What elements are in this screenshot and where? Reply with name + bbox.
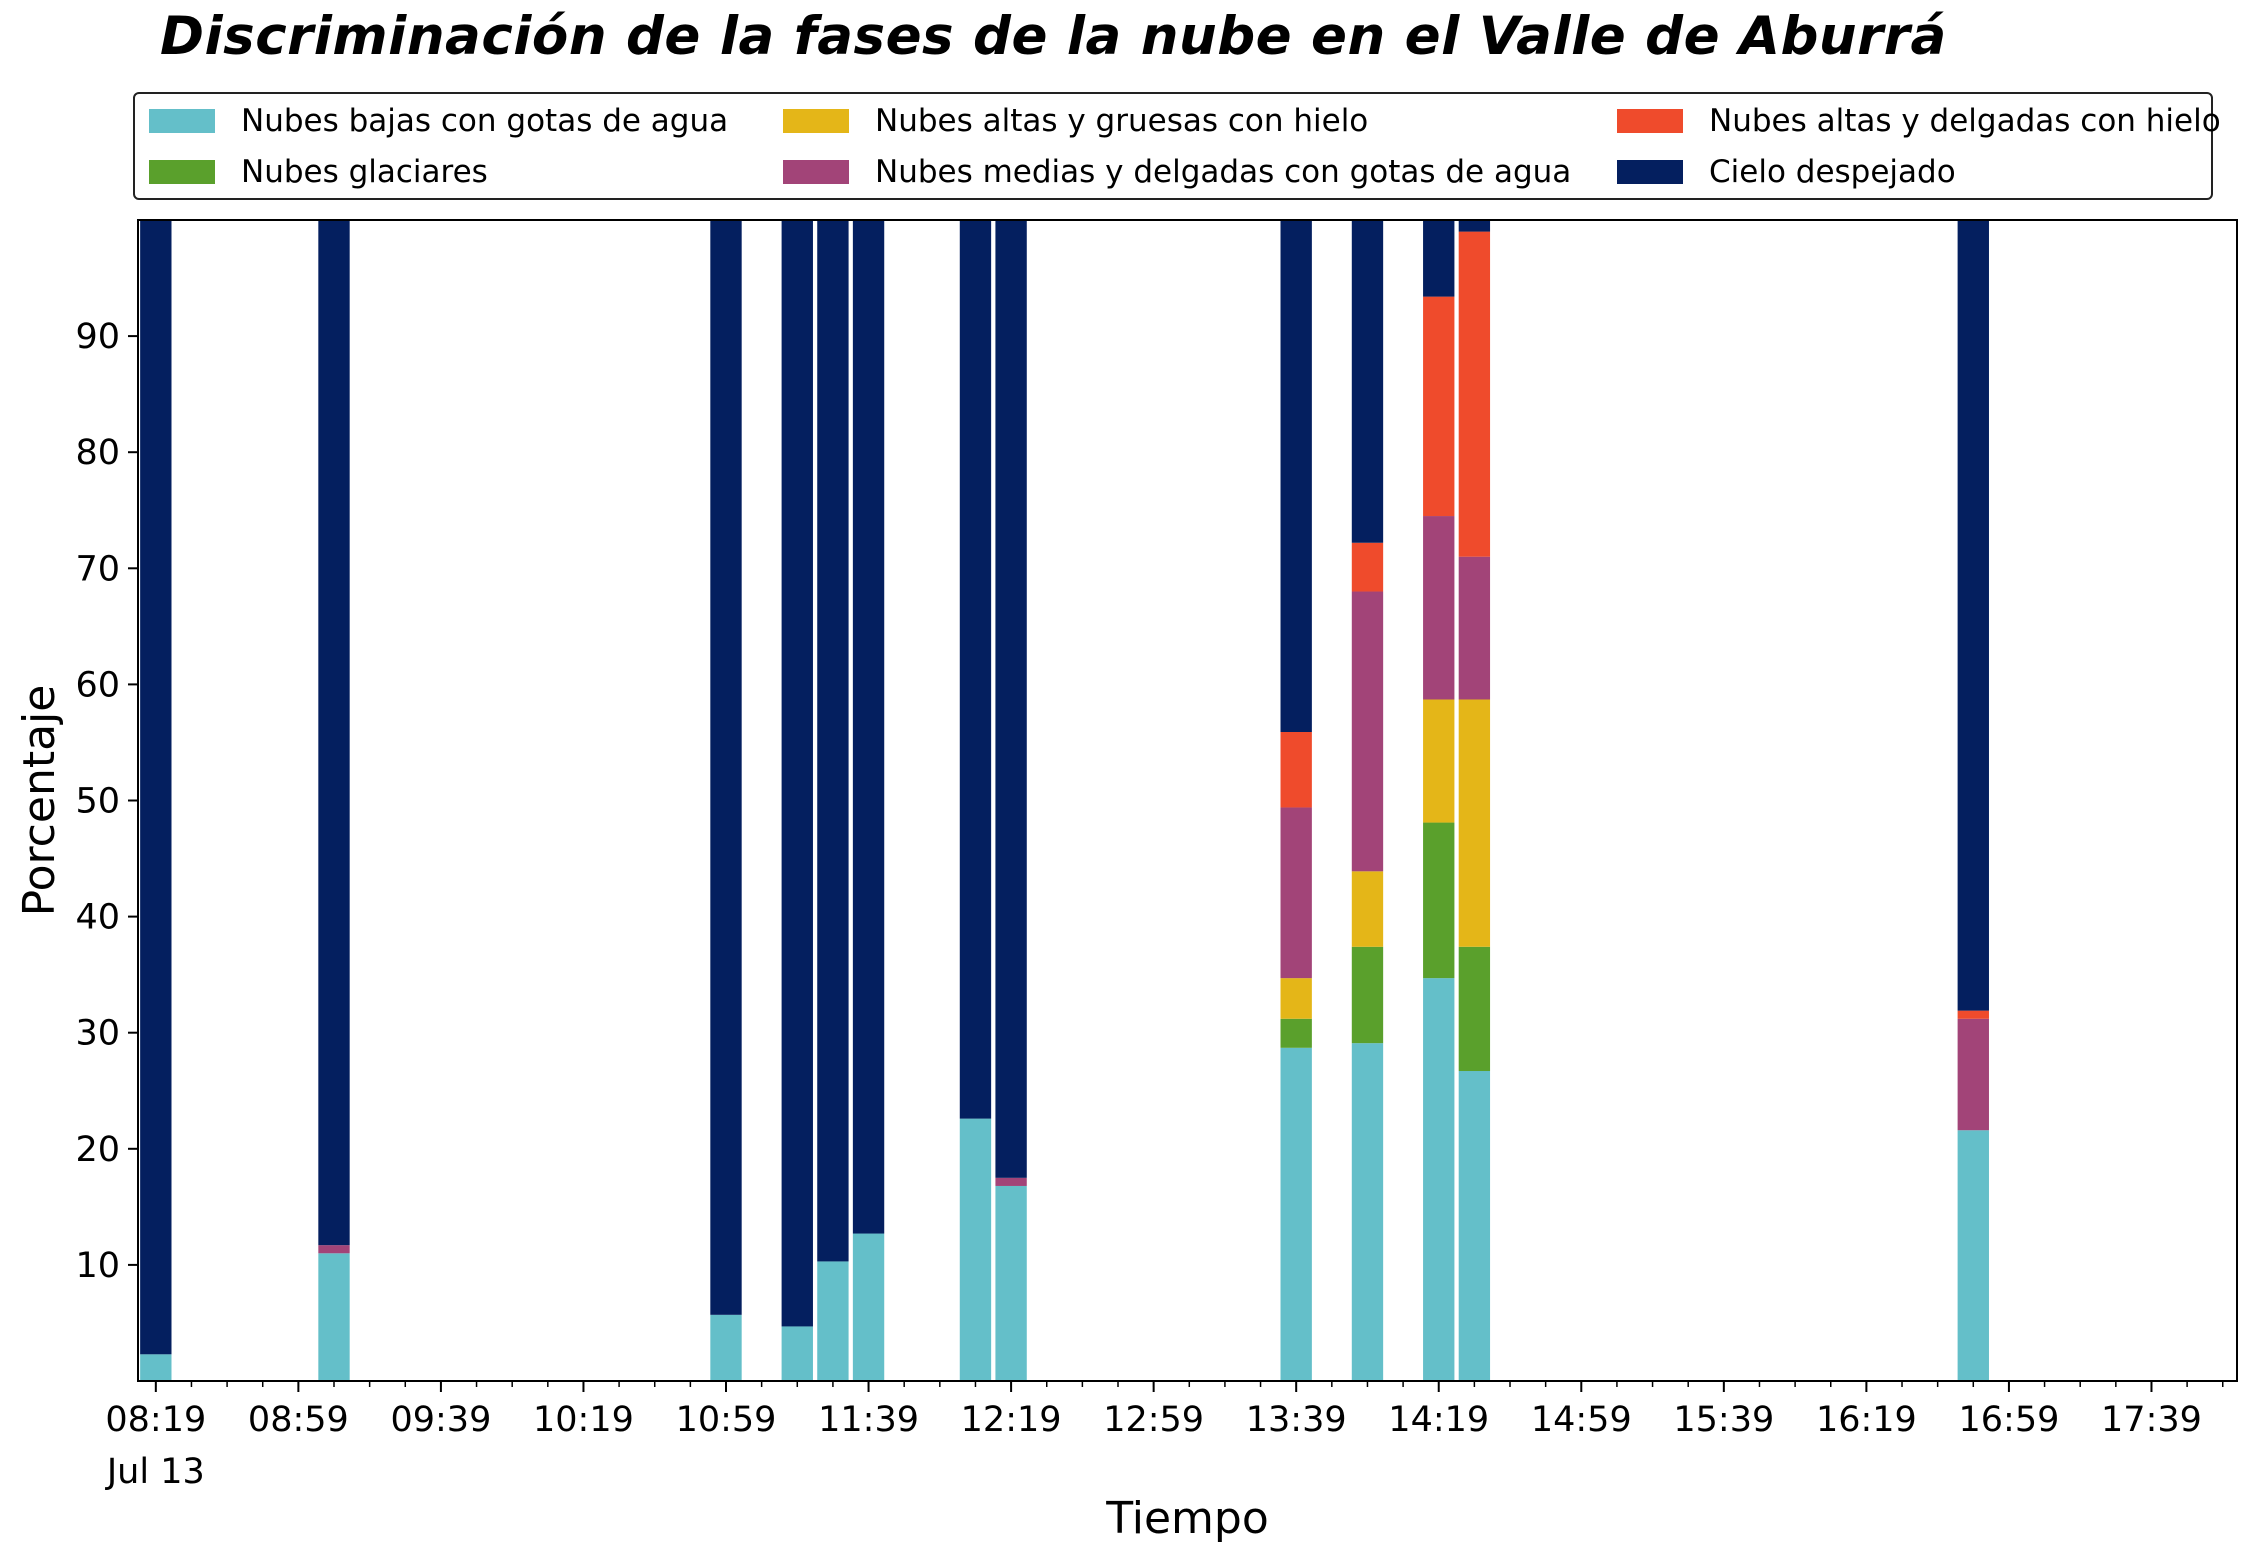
x-tick-label-5: 11:39 (818, 1400, 919, 1440)
bar-6-segment-5 (959, 220, 992, 1119)
legend-item-altas-delgadas: Nubes altas y delgadas con hielo (1617, 101, 2221, 141)
chart-legend: Nubes bajas con gotas de agua Nubes glac… (133, 92, 2221, 200)
x-tick-label-7: 12:59 (1103, 1400, 1204, 1440)
legend-label-despejado: Cielo despejado (1709, 154, 1956, 190)
x-tick-label-12: 16:19 (1816, 1400, 1917, 1440)
y-axis: 10 20 30 40 50 60 70 80 90 (75, 317, 138, 1286)
bar-5-segment-5 (852, 220, 885, 1234)
x-date-label: Jul 13 (105, 1452, 205, 1492)
bar-9-segment-3 (1351, 591, 1384, 872)
legend-swatch-altas-gruesas (783, 109, 849, 133)
y-tick-label-80: 80 (75, 433, 120, 473)
bar-11-segment-5 (1458, 220, 1491, 232)
legend-swatch-despejado (1617, 160, 1683, 184)
legend-label-altas-gruesas: Nubes altas y gruesas con hielo (875, 103, 1369, 139)
y-tick-label-90: 90 (75, 317, 120, 357)
bar-9-segment-4 (1351, 542, 1384, 592)
x-tick-label-14: 17:39 (2101, 1400, 2202, 1440)
bar-12-segment-3 (1957, 1018, 1989, 1131)
x-tick-label-6: 12:19 (961, 1400, 1062, 1440)
bar-8-segment-5 (1280, 220, 1312, 732)
legend-swatch-glaciares (149, 160, 215, 184)
legend-swatch-medias-delgadas (783, 160, 849, 184)
bar-9-segment-2 (1351, 871, 1384, 947)
x-axis: 08:19 08:59 09:39 10:19 10:59 11:39 12:19 12:59… (105, 1381, 2224, 1492)
y-tick-label-20: 20 (75, 1130, 120, 1170)
chart-title: Discriminación de la fases de la nube en… (160, 6, 1947, 67)
y-tick-label-70: 70 (75, 549, 120, 589)
x-tick-label-8: 13:39 (1246, 1400, 1347, 1440)
bar-10-segment-2 (1423, 699, 1455, 823)
bar-0-segment-0 (140, 1354, 172, 1381)
legend-item-glaciares: Nubes glaciares (149, 152, 488, 192)
bar-8-segment-4 (1280, 732, 1312, 808)
x-tick-label-4: 10:59 (676, 1400, 777, 1440)
bar-3-segment-5 (781, 220, 813, 1327)
bar-1-segment-3 (318, 1245, 350, 1254)
bar-9-segment-0 (1351, 1043, 1384, 1381)
y-tick-label-10: 10 (75, 1246, 120, 1286)
bar-4-segment-0 (817, 1261, 849, 1381)
y-tick-label-60: 60 (75, 665, 120, 705)
bar-11-segment-3 (1458, 556, 1491, 700)
legend-item-despejado: Cielo despejado (1617, 152, 1956, 192)
y-tick-label-30: 30 (75, 1014, 120, 1054)
bars-layer (140, 220, 1989, 1381)
x-tick-label-1: 08:59 (248, 1400, 349, 1440)
x-tick-label-9: 14:19 (1388, 1400, 1489, 1440)
bar-8-segment-2 (1280, 978, 1312, 1019)
bar-9-segment-1 (1351, 946, 1384, 1044)
legend-label-glaciares: Nubes glaciares (241, 154, 488, 190)
bar-0-segment-5 (140, 220, 172, 1355)
bar-8-segment-0 (1280, 1047, 1312, 1381)
x-tick-label-10: 14:59 (1531, 1400, 1632, 1440)
bar-12-segment-5 (1957, 220, 1989, 1011)
plot-frame (137, 219, 2238, 1382)
y-tick-label-40: 40 (75, 898, 120, 938)
bar-3-segment-0 (781, 1326, 813, 1381)
bar-10-segment-4 (1423, 296, 1455, 517)
legend-swatch-altas-delgadas (1617, 109, 1683, 133)
legend-item-altas-gruesas: Nubes altas y gruesas con hielo (783, 101, 1368, 141)
bar-12-segment-0 (1957, 1130, 1989, 1381)
legend-swatch-bajas (149, 109, 215, 133)
bar-8-segment-3 (1280, 807, 1312, 979)
bar-7-segment-0 (995, 1185, 1027, 1381)
x-tick-label-3: 10:19 (533, 1400, 634, 1440)
legend-item-bajas: Nubes bajas con gotas de agua (149, 101, 728, 141)
bar-11-segment-0 (1458, 1071, 1491, 1381)
bar-11-segment-4 (1458, 231, 1491, 557)
bar-8-segment-1 (1280, 1018, 1312, 1048)
bar-10-segment-0 (1423, 978, 1455, 1381)
bar-10-segment-3 (1423, 516, 1455, 700)
bar-9-segment-5 (1351, 220, 1384, 543)
bar-10-segment-1 (1423, 822, 1455, 979)
y-tick-label-50: 50 (75, 782, 120, 822)
legend-label-medias-delgadas: Nubes medias y delgadas con gotas de agu… (875, 154, 1572, 190)
x-axis-title: Tiempo (1105, 1493, 1269, 1544)
x-tick-label-11: 15:39 (1673, 1400, 1774, 1440)
bar-2-segment-0 (710, 1314, 742, 1381)
bar-5-segment-0 (852, 1233, 885, 1381)
x-tick-label-2: 09:39 (390, 1400, 491, 1440)
legend-label-bajas: Nubes bajas con gotas de agua (241, 103, 729, 139)
bar-1-segment-0 (318, 1253, 350, 1381)
x-tick-label-0: 08:19 (105, 1400, 206, 1440)
bar-7-segment-3 (995, 1177, 1027, 1186)
bar-10-segment-5 (1423, 220, 1455, 297)
y-axis-title: Porcentaje (14, 685, 65, 917)
x-tick-label-13: 16:59 (1958, 1400, 2059, 1440)
legend-label-altas-delgadas: Nubes altas y delgadas con hielo (1709, 103, 2221, 139)
bar-6-segment-0 (959, 1118, 992, 1381)
bar-4-segment-5 (817, 220, 849, 1262)
bar-12-segment-4 (1957, 1010, 1989, 1019)
bar-11-segment-2 (1458, 699, 1491, 947)
bar-11-segment-1 (1458, 946, 1491, 1072)
bar-1-segment-5 (318, 220, 350, 1246)
bar-2-segment-5 (710, 220, 742, 1315)
bar-7-segment-5 (995, 220, 1027, 1178)
legend-item-medias-delgadas: Nubes medias y delgadas con gotas de agu… (783, 152, 1571, 192)
